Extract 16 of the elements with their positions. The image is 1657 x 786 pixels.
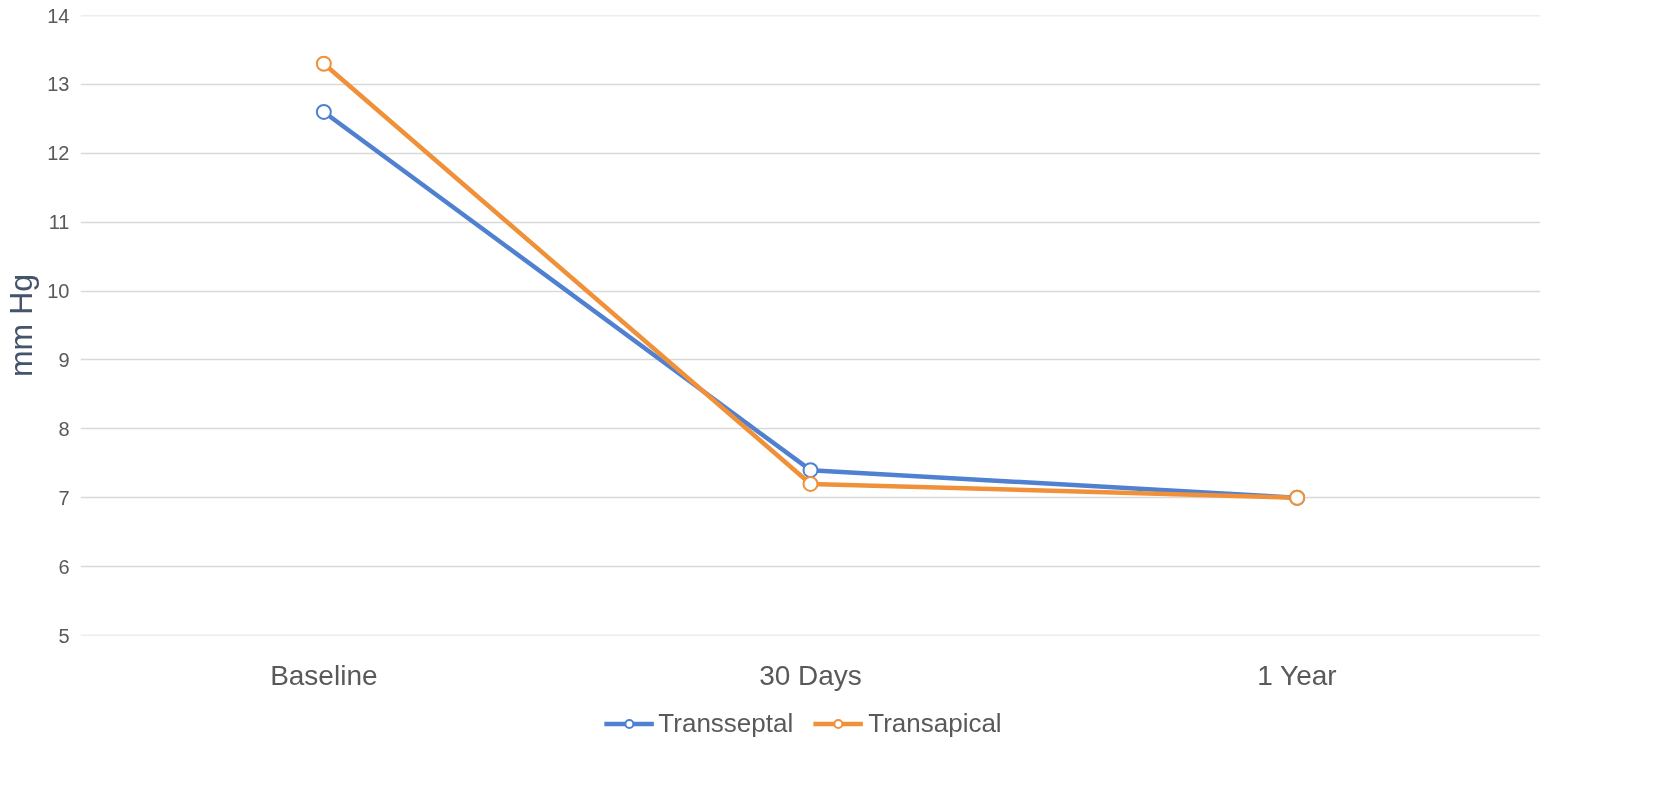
y-tick-label: 7 xyxy=(58,486,70,509)
y-tick-label: 8 xyxy=(58,417,70,440)
y-tick-label: 10 xyxy=(47,280,70,303)
y-tick-label: 14 xyxy=(47,4,70,27)
y-tick-label: 9 xyxy=(58,348,70,371)
y-tick-label: 6 xyxy=(58,555,70,578)
legend-label: Transseptal xyxy=(658,707,794,739)
x-tick-label: 1 Year xyxy=(1257,659,1337,691)
y-tick-label: 12 xyxy=(47,142,70,165)
y-tick-label: 11 xyxy=(48,211,70,234)
y-tick-label: 13 xyxy=(47,73,70,96)
legend-label: Transapical xyxy=(868,707,1002,739)
x-tick-label: Baseline xyxy=(270,659,378,691)
x-tick-label: 30 Days xyxy=(759,659,862,691)
y-tick-label: 5 xyxy=(58,624,70,647)
y-axis-title: mm Hg xyxy=(3,273,40,378)
